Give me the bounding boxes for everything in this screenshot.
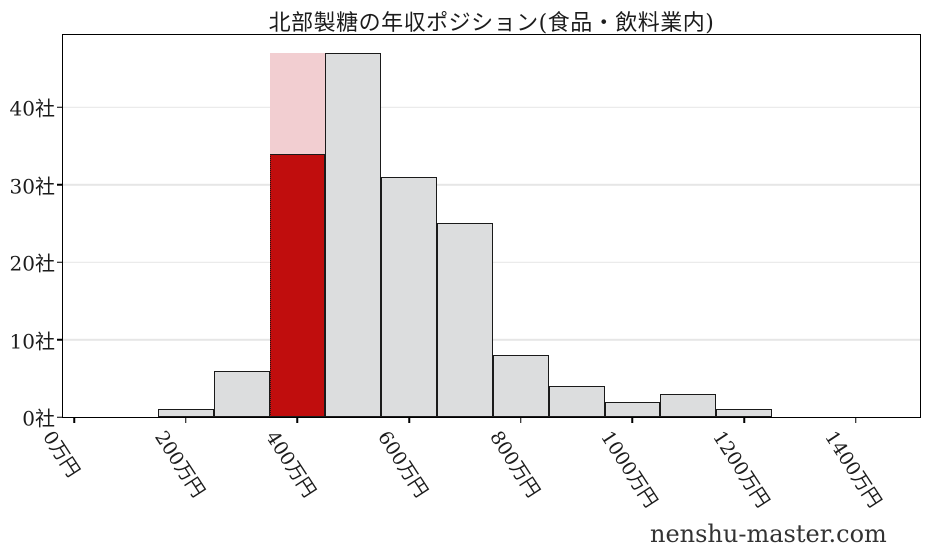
y-axis-tick (57, 261, 63, 263)
histogram-bar (213, 370, 270, 417)
histogram-bar (157, 409, 214, 417)
y-tick-label: 30社 (9, 174, 55, 199)
y-tick-label: 0社 (22, 406, 55, 431)
x-axis-tick (408, 417, 410, 423)
histogram-bar (492, 355, 549, 417)
x-tick-label-text: 800万円 (484, 427, 544, 502)
x-tick-label-text: 1400万円 (819, 427, 886, 512)
y-axis-tick (57, 338, 63, 341)
plot-area: 0万円 200万円 400万円 600万円 800万円 1000万円 1200万円 1400万… (10, 34, 921, 512)
x-axis-tick (520, 417, 522, 423)
x-tick-label-text: 400万円 (261, 427, 321, 502)
gridline (63, 106, 920, 109)
gridline (63, 183, 920, 186)
x-axis-tick (631, 417, 634, 423)
histogram-bar (660, 393, 717, 417)
x-axis-tick (743, 417, 745, 423)
y-axis-tick (57, 106, 63, 109)
x-axis-tick (73, 417, 75, 423)
x-tick-label-text: 1000万円 (596, 427, 663, 512)
histogram-bar (548, 386, 605, 417)
watermark: nenshu-master.com (650, 520, 887, 548)
y-tick-label: 20社 (9, 251, 55, 276)
histogram-bar (325, 53, 382, 417)
histogram-bar (437, 223, 493, 417)
chart-title: 北部製糖の年収ポジション(食品・飲料業内) (268, 11, 715, 36)
y-tick-label: 10社 (9, 329, 55, 354)
y-axis-tick (57, 416, 63, 418)
x-tick-label-text: 1200万円 (708, 427, 774, 512)
histogram-bar (381, 177, 438, 417)
x-axis-tick (855, 417, 857, 423)
x-tick-label-text: 200万円 (150, 427, 209, 502)
y-axis-tick (57, 184, 63, 186)
x-tick-label-text: 0万円 (38, 427, 85, 482)
y-tick-label: 40社 (9, 96, 55, 121)
x-axis-tick (185, 417, 187, 423)
histogram-bar (604, 401, 661, 417)
x-axis-tick (296, 417, 299, 423)
x-tick-label-text: 600万円 (373, 427, 433, 502)
histogram-bar (716, 409, 773, 417)
highlight-bar-red (269, 153, 326, 417)
